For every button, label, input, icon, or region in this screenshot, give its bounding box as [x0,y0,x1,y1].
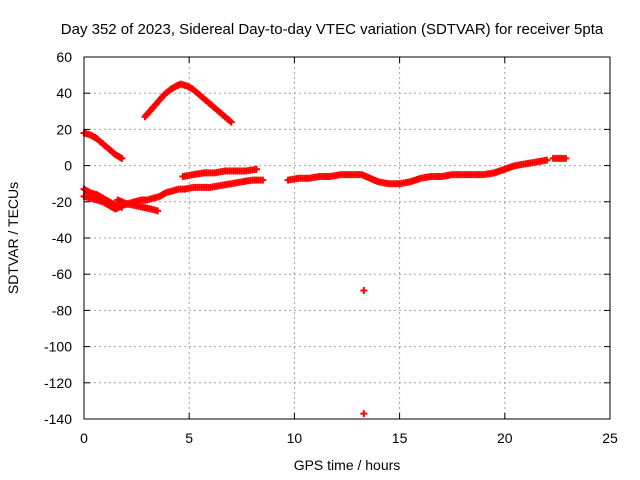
x-tick-label: 20 [497,430,513,446]
y-tick-label: 60 [56,49,72,65]
data-point-arc-peak [227,118,235,126]
x-axis-label: GPS time / hours [294,457,401,473]
data-point-arc-decline [118,154,126,162]
x-tick-label: 15 [392,430,408,446]
data-point-arc-low-b [259,176,267,184]
data-point-outliers [360,410,368,418]
x-tick-label: 10 [287,430,303,446]
data-point-arc-mid [253,165,261,173]
y-tick-label: 0 [64,158,72,174]
plot-frame [83,56,611,420]
x-tick-label: 0 [80,430,88,446]
ticks-layer: 0 5 10 15 20 25 -140 -120 -100 -80 -60 -40 -20 0 20 40 6… [44,49,618,446]
data-point-arc-long [543,156,551,164]
y-tick-label: 20 [56,121,72,137]
x-tick-label: 5 [185,430,193,446]
y-tick-label: -140 [44,411,72,427]
data-point-outliers [360,286,368,294]
y-tick-label: -40 [52,230,72,246]
grid-layer [84,57,610,419]
data-point-arc-low-c [154,207,162,215]
y-tick-label: -100 [44,339,72,355]
y-tick-label: -120 [44,375,72,391]
x-tick-label: 25 [602,430,618,446]
y-tick-label: 40 [56,85,72,101]
y-tick-label: -60 [52,266,72,282]
data-point-arc-end [562,154,570,162]
chart-title: Day 352 of 2023, Sidereal Day-to-day VTE… [61,21,604,38]
y-tick-label: -80 [52,302,72,318]
y-axis-label: SDTVAR / TECUs [5,182,21,294]
points-layer [80,80,570,418]
y-tick-label: -20 [52,194,72,210]
